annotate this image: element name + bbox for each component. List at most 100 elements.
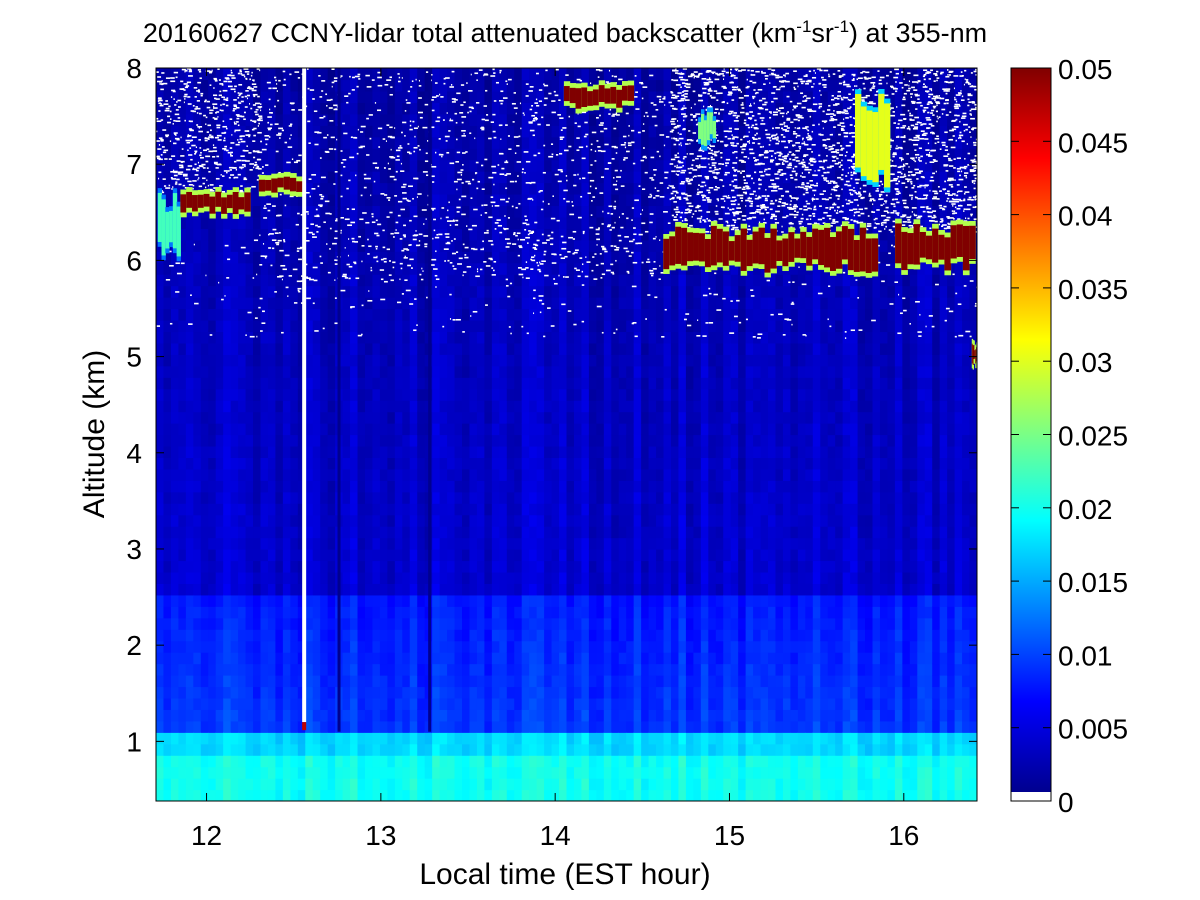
heatmap-cell [215,102,224,115]
heatmap-cell [320,571,329,584]
heatmap-cell [469,503,478,516]
heatmap-cell [536,629,545,642]
heatmap-cell [297,468,306,481]
heatmap-cell [633,480,642,493]
heatmap-cell [267,480,277,493]
heatmap-cell [723,388,732,401]
heatmap-cell [544,766,553,779]
heatmap-cell [267,205,277,218]
heatmap-cell [484,755,493,768]
heatmap-cell [566,354,575,367]
heatmap-cell [327,342,336,355]
heatmap-cell [454,354,463,367]
heatmap-cell [476,79,485,92]
heatmap-cell [514,136,523,149]
heatmap-cell [297,594,306,607]
heatmap-cell [245,675,254,688]
heatmap-cell [282,79,291,92]
heatmap-cell [357,319,366,333]
heatmap-cell [566,606,575,619]
heatmap-cell [626,652,635,665]
heatmap-cell [730,720,739,733]
heatmap-cell [484,537,493,550]
heatmap-cell [394,526,403,539]
heatmap-cell [476,377,485,390]
heatmap-cell [596,766,605,779]
heatmap-cell [491,102,500,115]
heatmap-cell [282,640,291,653]
heatmap-cell [573,239,583,252]
heatmap-cell [156,377,165,390]
heatmap-cell [357,228,366,241]
heatmap-cell [529,308,538,321]
heatmap-cell [320,732,329,745]
heatmap-cell [379,377,388,390]
heatmap-cell [178,102,187,115]
heatmap-cell [260,285,269,298]
heatmap-cell [573,755,583,768]
heatmap-cell [297,583,306,596]
heatmap-cell [603,445,612,459]
heatmap-cell [447,308,456,321]
heatmap-cell [618,365,627,378]
heatmap-cell [417,365,426,378]
heatmap-cell [685,331,694,344]
heatmap-cell [529,342,538,355]
heatmap-cell [200,400,209,413]
heatmap-cell [491,663,500,676]
heatmap-cell [230,526,239,539]
heatmap-cell [260,377,269,390]
heatmap-cell [223,136,232,149]
heatmap-cell [544,709,553,722]
heatmap-cell [454,79,463,92]
heatmap-cell [267,377,277,390]
heatmap-cell [170,743,179,756]
heatmap-cell [715,388,724,401]
heatmap-cell [618,388,627,401]
heatmap-cell [670,594,680,607]
heatmap-cell [156,388,165,401]
heatmap-cell [730,193,739,207]
heatmap-cell [633,629,642,642]
heatmap-cell [596,709,605,722]
heatmap-cell [275,308,284,321]
heatmap-cell [708,457,717,470]
heatmap-cell [693,720,702,733]
heatmap-cell [245,549,254,562]
heatmap-cell [357,778,366,791]
heatmap-cell [678,686,687,699]
heatmap-cell [350,423,359,436]
heatmap-cell [708,755,717,768]
heatmap-cell [409,514,418,527]
heatmap-cell [432,308,441,321]
heatmap-cell [476,148,485,161]
heatmap-cell [603,319,612,333]
heatmap-cell [454,537,463,550]
heatmap-cell [394,434,403,447]
heatmap-cell [185,766,194,779]
heatmap-cell [618,423,627,436]
heatmap-cell [170,331,179,344]
heatmap-cell [648,251,657,264]
heatmap-cell [656,400,665,413]
heatmap-cell [611,445,620,459]
heatmap-cell [648,697,657,710]
heatmap-cell [320,148,329,161]
heatmap-cell [663,629,672,642]
heatmap-cell [596,182,605,195]
heatmap-cell [275,102,284,115]
heatmap-cell [700,560,709,573]
heatmap-cell [245,331,254,344]
heatmap-cell [364,675,374,688]
heatmap-cell [230,68,239,81]
heatmap-cell [215,755,224,768]
heatmap-cell [260,205,269,218]
heatmap-cell [670,171,680,184]
heatmap-cell [559,445,568,459]
heatmap-cell [730,262,739,275]
heatmap-cell [476,571,485,584]
heatmap-cell [641,571,650,584]
heatmap-cell [402,583,411,596]
heatmap-cell [708,491,717,504]
heatmap-cell [506,68,515,81]
